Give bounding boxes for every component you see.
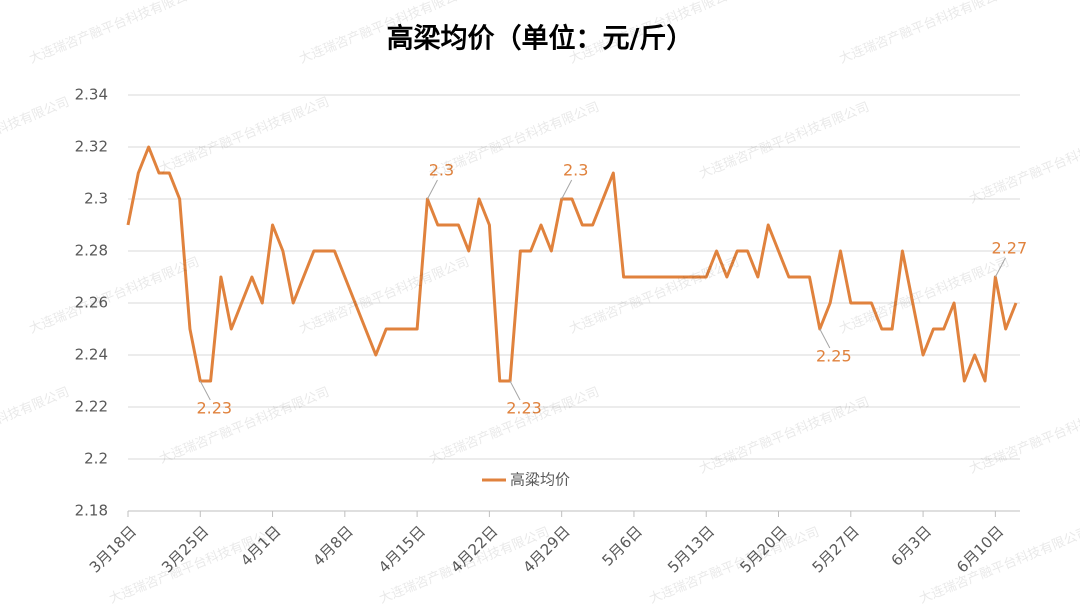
x-tick-label: 4月15日 [375, 522, 429, 576]
data-label: 2.27 [992, 239, 1028, 258]
watermark: 大连瑞咨产融平台科技有限公司 [427, 384, 602, 467]
watermark: 大连瑞咨产融平台科技有限公司 [27, 0, 202, 67]
watermark: 大连瑞咨产融平台科技有限公司 [567, 254, 742, 337]
watermark: 大连瑞咨产融平台科技有限公司 [297, 254, 472, 337]
watermark: 大连瑞咨产融平台科技有限公司 [157, 94, 332, 177]
y-tick-label: 2.18 [75, 502, 108, 520]
y-tick-label: 2.2 [84, 450, 108, 468]
y-tick-label: 2.22 [75, 398, 108, 416]
watermark: 大连瑞咨产融平台科技有限公司 [0, 94, 72, 177]
watermark: 大连瑞咨产融平台科技有限公司 [27, 254, 202, 337]
x-tick-label: 6月3日 [888, 522, 935, 569]
y-tick-label: 2.3 [84, 190, 108, 208]
y-tick-label: 2.34 [75, 86, 108, 104]
watermark: 大连瑞咨产融平台科技有限公司 [157, 384, 332, 467]
y-tick-label: 2.26 [75, 294, 108, 312]
watermark: 大连瑞咨产融平台科技有限公司 [0, 384, 72, 467]
watermark: 大连瑞咨产融平台科技有限公司 [967, 394, 1080, 477]
label-leader [994, 257, 1006, 278]
x-tick-label: 5月6日 [599, 522, 646, 569]
y-tick-label: 2.28 [75, 242, 108, 260]
label-leader [819, 328, 831, 349]
x-tick-label: 3月18日 [86, 522, 140, 576]
label-leader [426, 179, 438, 200]
chart-title: 高梁均价（单位：元/斤） [387, 23, 694, 55]
data-label: 2.23 [506, 399, 542, 418]
label-leader [509, 380, 521, 401]
x-tick-label: 4月8日 [309, 522, 356, 569]
watermark: 大连瑞咨产融平台科技有限公司 [837, 0, 1012, 67]
label-leader [199, 380, 211, 401]
data-label: 2.3 [563, 161, 588, 180]
watermark: 大连瑞咨产融平台科技有限公司 [697, 99, 872, 182]
series-line [126, 145, 1018, 383]
watermark: 大连瑞咨产融平台科技有限公司 [697, 394, 872, 477]
y-tick-label: 2.24 [75, 346, 108, 364]
data-label: 2.25 [816, 347, 852, 366]
data-label: 2.3 [429, 161, 454, 180]
data-label: 2.23 [196, 399, 232, 418]
watermark: 大连瑞咨产融平台科技有限公司 [967, 124, 1080, 207]
watermark: 大连瑞咨产融平台科技有限公司 [837, 254, 1012, 337]
legend-label: 高粱均价 [510, 471, 570, 489]
label-leader [561, 179, 573, 200]
y-tick-label: 2.32 [75, 138, 108, 156]
